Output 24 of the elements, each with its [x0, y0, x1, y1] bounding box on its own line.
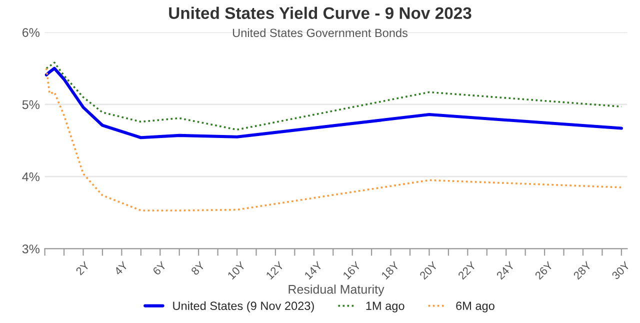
- x-tick-label: 26Y: [534, 260, 554, 280]
- x-tick-label: 4Y: [114, 260, 128, 276]
- y-tick-label: 5%: [22, 100, 40, 110]
- x-tick-label: 30Y: [611, 260, 630, 280]
- chart-title: United States Yield Curve - 9 Nov 2023: [169, 6, 472, 20]
- x-tick-label: 14Y: [304, 260, 323, 280]
- x-tick-label: 10Y: [227, 260, 246, 280]
- legend-label: 6M ago: [456, 302, 494, 312]
- y-tick-label: 3%: [22, 244, 40, 254]
- y-tick-label: 6%: [22, 28, 40, 37]
- chart-subtitle: United States Government Bonds: [232, 28, 408, 38]
- legend-label: 1M ago: [366, 302, 404, 312]
- x-tick-label: 16Y: [342, 260, 362, 280]
- y-tick-label: 4%: [22, 172, 40, 182]
- line-series: [45, 62, 622, 131]
- line-series: [45, 67, 622, 212]
- x-tick-label: 12Y: [266, 260, 284, 280]
- x-tick-label: 18Y: [380, 260, 400, 280]
- line-series: [44, 66, 623, 140]
- x-axis-title: Residual Maturity: [288, 284, 384, 296]
- x-tick-label: 6Y: [152, 260, 167, 276]
- legend-label: United States (9 Nov 2023): [173, 301, 314, 312]
- x-tick-label: 8Y: [190, 260, 206, 276]
- x-tick-label: 2Y: [75, 260, 90, 276]
